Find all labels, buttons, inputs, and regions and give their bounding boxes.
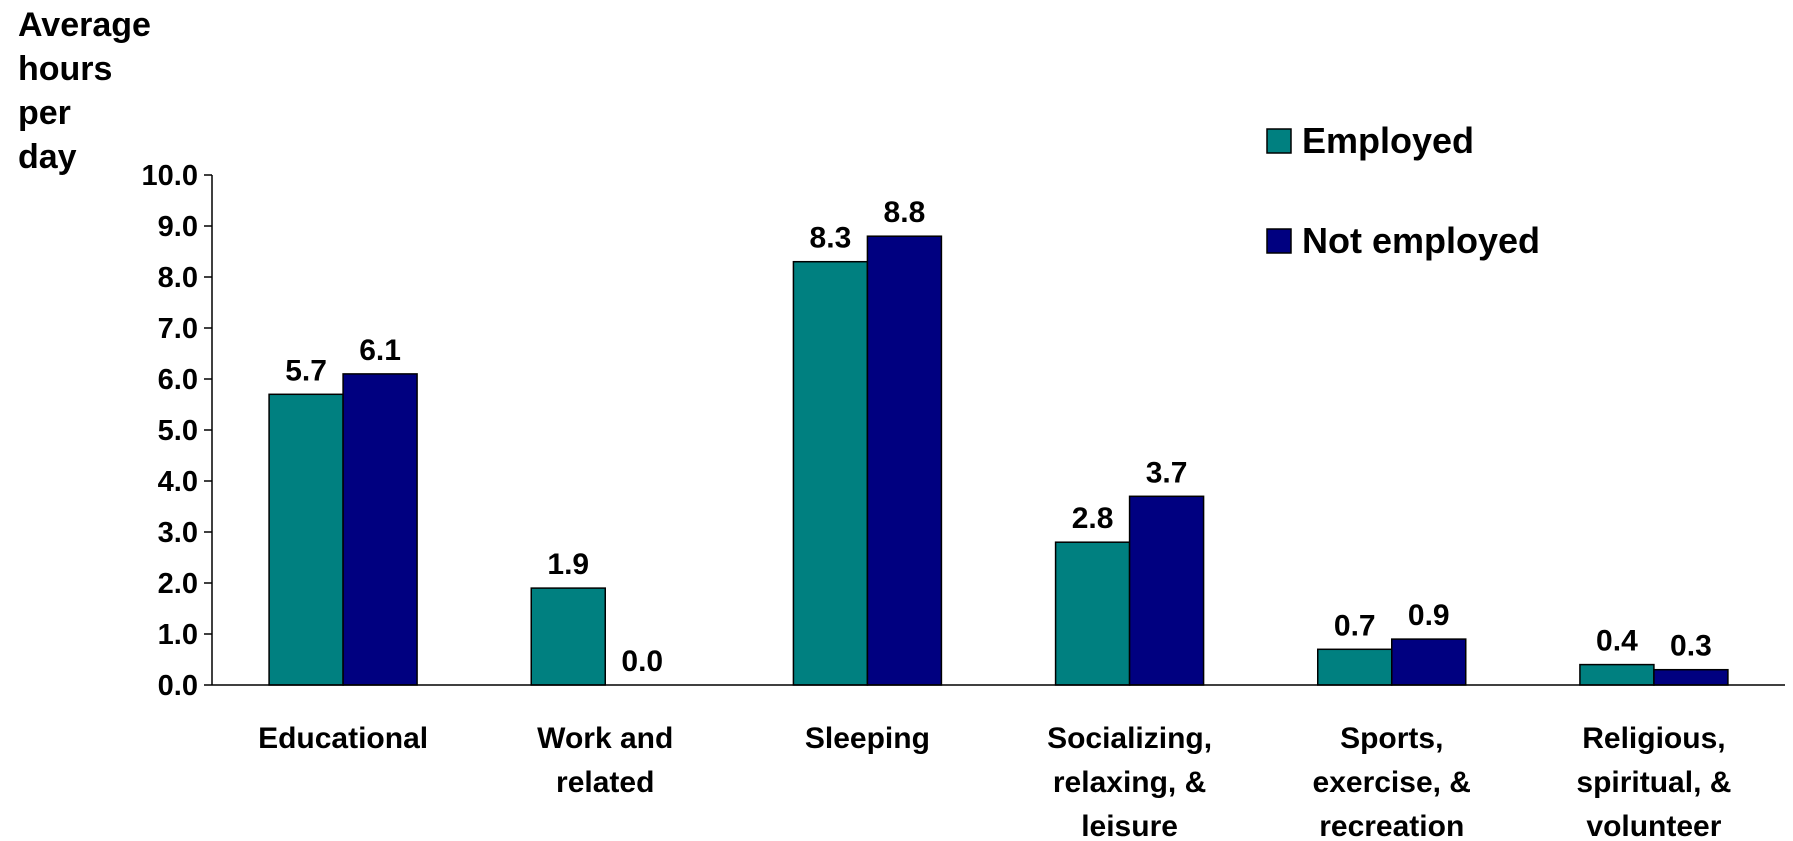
data-label: 5.7 — [285, 354, 327, 387]
y-tick-label: 3.0 — [158, 517, 198, 549]
data-label: 0.9 — [1408, 599, 1450, 632]
y-tick-label: 1.0 — [158, 619, 198, 651]
bar-not-employed — [866, 235, 943, 686]
y-tick-label: 2.0 — [158, 568, 198, 600]
y-axis-label-line: per — [18, 94, 71, 132]
legend-label: Employed — [1302, 120, 1474, 161]
x-category-label: related — [556, 766, 654, 799]
bar-employed — [530, 587, 606, 686]
data-label: 0.0 — [621, 645, 663, 678]
data-label: 6.1 — [359, 334, 401, 367]
y-tick-label: 7.0 — [158, 313, 198, 345]
y-tick-label: 4.0 — [158, 466, 198, 498]
x-category-label: Religious, — [1582, 722, 1725, 755]
data-label: 3.7 — [1146, 456, 1188, 489]
y-tick-label: 9.0 — [158, 211, 198, 243]
data-label: 8.8 — [884, 196, 926, 229]
legend-swatch — [1266, 128, 1292, 154]
legend: Employed Not employed — [1266, 120, 1540, 261]
y-tick-label: 0.0 — [158, 670, 198, 702]
x-category-label: Work and — [537, 722, 673, 755]
x-category-label: relaxing, & — [1053, 766, 1206, 799]
data-label: 1.9 — [547, 548, 589, 581]
x-category-label: Educational — [258, 722, 428, 755]
data-label: 0.7 — [1334, 609, 1376, 642]
x-axis: Educational Work and related Sleeping Social… — [212, 684, 1785, 841]
y-axis-label-line: day — [18, 138, 77, 176]
data-labels: 5.7 6.1 1.9 0.0 8.3 8.8 2.8 3.7 0.7 0.9 0.4 0.3 — [285, 196, 1712, 678]
bar-not-employed — [1391, 638, 1467, 686]
bars — [268, 235, 1729, 686]
bar-employed — [1054, 541, 1131, 686]
y-tick-label: 10.0 — [142, 160, 198, 192]
x-category-label: Sports, — [1340, 722, 1443, 755]
x-category-label: volunteer — [1586, 810, 1721, 841]
data-label: 2.8 — [1072, 502, 1114, 535]
y-tick-label: 5.0 — [158, 415, 198, 447]
x-category-label: exercise, & — [1313, 766, 1471, 799]
bar-employed — [1317, 648, 1393, 686]
bar-not-employed — [342, 373, 418, 686]
legend-label: Not employed — [1302, 220, 1540, 261]
y-tick-label: 6.0 — [158, 364, 198, 396]
y-axis-label: Average hours per day — [18, 6, 151, 176]
y-axis-label-line: Average — [18, 6, 151, 44]
y-tick-label: 8.0 — [158, 262, 198, 294]
y-axis-label-line: hours — [18, 50, 112, 88]
bar-employed — [1579, 663, 1655, 686]
bar-employed — [268, 393, 344, 686]
y-axis: 0.0 1.0 2.0 3.0 4.0 5.0 6.0 7.0 8.0 9.0 10.0 — [142, 160, 213, 702]
bar-not-employed — [1653, 668, 1729, 686]
bar-not-employed — [1128, 495, 1205, 686]
x-category-label: Sleeping — [805, 722, 930, 755]
x-category-label: recreation — [1319, 810, 1464, 841]
x-category-label: Socializing, — [1047, 722, 1212, 755]
bar-employed — [792, 260, 869, 686]
x-category-label: spiritual, & — [1576, 766, 1731, 799]
data-label: 0.4 — [1596, 625, 1638, 658]
legend-swatch — [1266, 228, 1292, 254]
data-label: 8.3 — [810, 222, 852, 255]
x-category-label: leisure — [1081, 810, 1178, 841]
data-label: 0.3 — [1670, 630, 1712, 663]
